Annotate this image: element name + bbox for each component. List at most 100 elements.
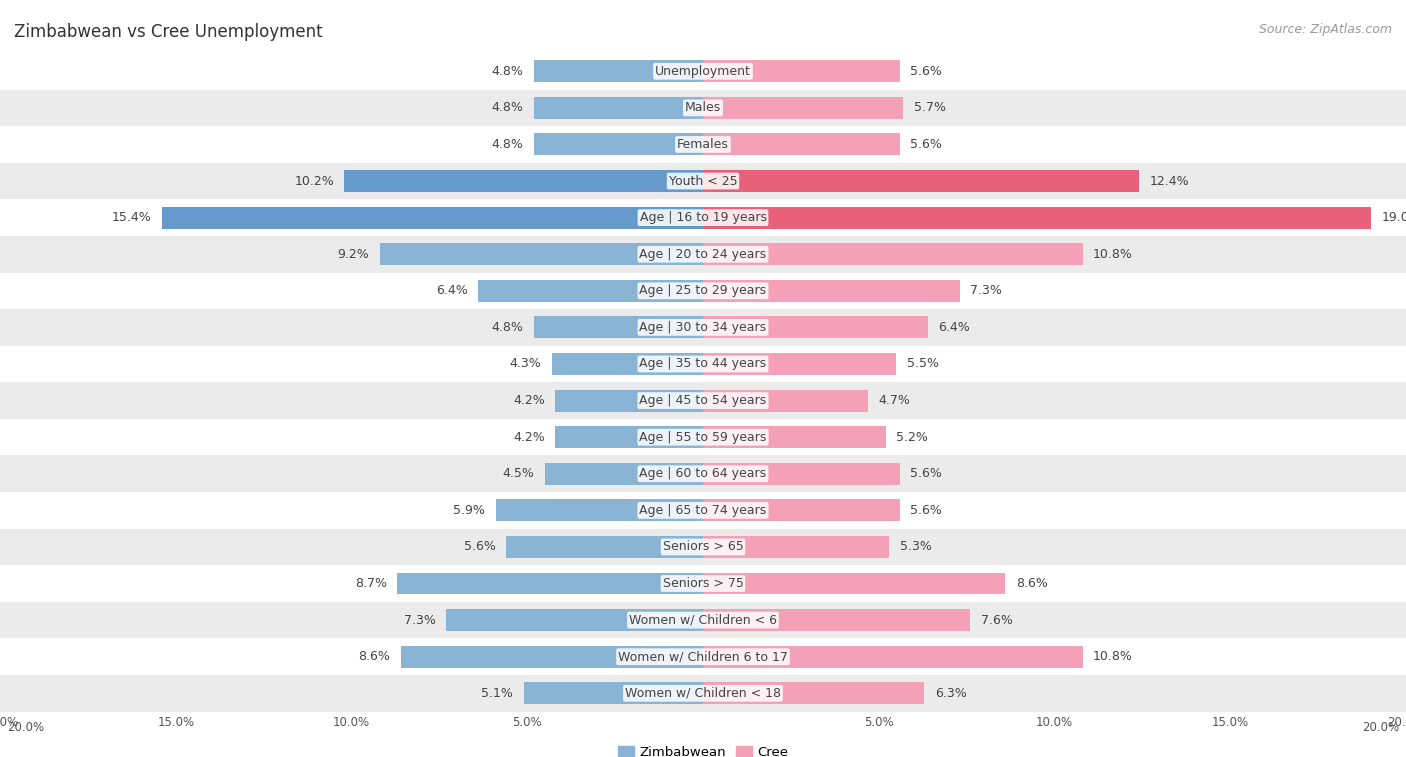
- Bar: [0, 163, 1406, 199]
- Bar: [524, 682, 703, 704]
- Text: 6.4%: 6.4%: [939, 321, 970, 334]
- Text: 5.2%: 5.2%: [897, 431, 928, 444]
- Text: Unemployment: Unemployment: [655, 65, 751, 78]
- Text: Age | 45 to 54 years: Age | 45 to 54 years: [640, 394, 766, 407]
- Text: 5.6%: 5.6%: [464, 540, 496, 553]
- Text: 4.8%: 4.8%: [492, 65, 524, 78]
- Text: Women w/ Children 6 to 17: Women w/ Children 6 to 17: [619, 650, 787, 663]
- Bar: [0, 236, 1406, 273]
- Text: 4.5%: 4.5%: [502, 467, 534, 480]
- Bar: [0, 273, 1406, 309]
- Bar: [162, 207, 703, 229]
- Bar: [0, 456, 1406, 492]
- Text: 10.2%: 10.2%: [294, 175, 335, 188]
- Text: Youth < 25: Youth < 25: [669, 175, 737, 188]
- Bar: [534, 316, 703, 338]
- Text: 8.6%: 8.6%: [359, 650, 391, 663]
- Text: Age | 30 to 34 years: Age | 30 to 34 years: [640, 321, 766, 334]
- Bar: [703, 682, 925, 704]
- Text: 5.7%: 5.7%: [914, 101, 946, 114]
- Bar: [546, 463, 703, 484]
- Text: 5.6%: 5.6%: [911, 467, 942, 480]
- Text: Zimbabwean vs Cree Unemployment: Zimbabwean vs Cree Unemployment: [14, 23, 323, 41]
- Text: Age | 65 to 74 years: Age | 65 to 74 years: [640, 504, 766, 517]
- Bar: [0, 309, 1406, 346]
- Bar: [0, 382, 1406, 419]
- Bar: [0, 199, 1406, 236]
- Bar: [703, 426, 886, 448]
- Text: 8.7%: 8.7%: [354, 577, 387, 590]
- Text: Seniors > 65: Seniors > 65: [662, 540, 744, 553]
- Text: 4.8%: 4.8%: [492, 138, 524, 151]
- Text: 20.0%: 20.0%: [1362, 721, 1399, 734]
- Text: 5.6%: 5.6%: [911, 504, 942, 517]
- Text: Age | 25 to 29 years: Age | 25 to 29 years: [640, 285, 766, 298]
- Bar: [534, 133, 703, 155]
- Bar: [703, 536, 889, 558]
- Text: Age | 20 to 24 years: Age | 20 to 24 years: [640, 248, 766, 260]
- Bar: [0, 675, 1406, 712]
- Bar: [0, 89, 1406, 126]
- Bar: [534, 97, 703, 119]
- Text: 4.2%: 4.2%: [513, 431, 546, 444]
- Bar: [703, 97, 904, 119]
- Bar: [534, 61, 703, 83]
- Text: Age | 16 to 19 years: Age | 16 to 19 years: [640, 211, 766, 224]
- Bar: [703, 61, 900, 83]
- Text: Females: Females: [678, 138, 728, 151]
- Bar: [555, 390, 703, 412]
- Text: 4.7%: 4.7%: [879, 394, 911, 407]
- Bar: [703, 463, 900, 484]
- Bar: [703, 390, 869, 412]
- Bar: [344, 170, 703, 192]
- Bar: [703, 207, 1371, 229]
- Text: 4.2%: 4.2%: [513, 394, 546, 407]
- Text: Seniors > 75: Seniors > 75: [662, 577, 744, 590]
- Bar: [703, 280, 960, 302]
- Text: 10.8%: 10.8%: [1094, 650, 1133, 663]
- Text: Age | 35 to 44 years: Age | 35 to 44 years: [640, 357, 766, 370]
- Bar: [506, 536, 703, 558]
- Text: 10.8%: 10.8%: [1094, 248, 1133, 260]
- Bar: [0, 53, 1406, 89]
- Bar: [401, 646, 703, 668]
- Bar: [703, 133, 900, 155]
- Bar: [703, 646, 1083, 668]
- Text: 5.1%: 5.1%: [481, 687, 513, 699]
- Bar: [703, 572, 1005, 594]
- Bar: [703, 170, 1139, 192]
- Text: 7.3%: 7.3%: [404, 614, 436, 627]
- Bar: [703, 500, 900, 522]
- Bar: [398, 572, 703, 594]
- Text: Women w/ Children < 18: Women w/ Children < 18: [626, 687, 780, 699]
- Text: 4.8%: 4.8%: [492, 101, 524, 114]
- Bar: [0, 419, 1406, 456]
- Bar: [0, 638, 1406, 675]
- Bar: [447, 609, 703, 631]
- Bar: [0, 492, 1406, 528]
- Text: 5.5%: 5.5%: [907, 357, 939, 370]
- Bar: [703, 243, 1083, 265]
- Text: Source: ZipAtlas.com: Source: ZipAtlas.com: [1258, 23, 1392, 36]
- Bar: [380, 243, 703, 265]
- Text: Age | 60 to 64 years: Age | 60 to 64 years: [640, 467, 766, 480]
- Bar: [0, 528, 1406, 565]
- Bar: [703, 353, 897, 375]
- Bar: [0, 126, 1406, 163]
- Text: Males: Males: [685, 101, 721, 114]
- Text: 4.8%: 4.8%: [492, 321, 524, 334]
- Text: 5.6%: 5.6%: [911, 138, 942, 151]
- Text: Women w/ Children < 6: Women w/ Children < 6: [628, 614, 778, 627]
- Text: 20.0%: 20.0%: [7, 721, 44, 734]
- Text: 5.6%: 5.6%: [911, 65, 942, 78]
- Text: 15.4%: 15.4%: [111, 211, 152, 224]
- Text: 12.4%: 12.4%: [1150, 175, 1189, 188]
- Bar: [0, 565, 1406, 602]
- Legend: Zimbabwean, Cree: Zimbabwean, Cree: [613, 740, 793, 757]
- Text: 19.0%: 19.0%: [1381, 211, 1406, 224]
- Text: 9.2%: 9.2%: [337, 248, 368, 260]
- Bar: [478, 280, 703, 302]
- Text: 6.3%: 6.3%: [935, 687, 967, 699]
- Bar: [703, 316, 928, 338]
- Bar: [551, 353, 703, 375]
